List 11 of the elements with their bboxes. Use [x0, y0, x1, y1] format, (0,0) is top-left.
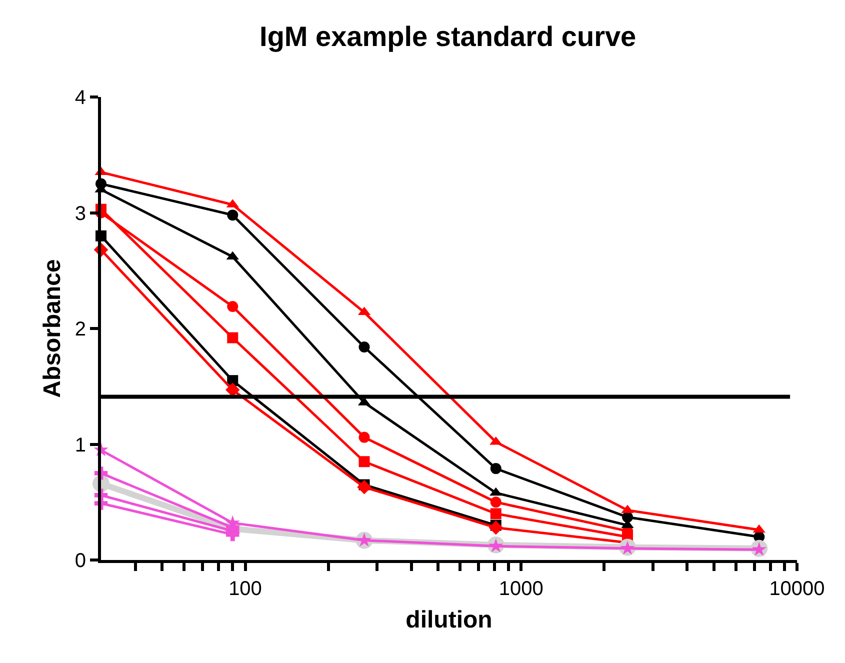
x-tick-label: 10000: [769, 578, 825, 600]
y-axis-title: Absorbance: [38, 259, 66, 398]
chart-title: IgM example standard curve: [260, 21, 636, 52]
x-tick-label: 100: [228, 578, 262, 600]
x-tick-label: 1000: [498, 578, 544, 600]
y-tick-label: 4: [74, 87, 86, 109]
y-tick-label: 2: [74, 318, 86, 340]
y-tick-label: 0: [74, 550, 86, 572]
y-tick-label: 3: [74, 202, 86, 225]
x-axis-title: dilution: [406, 606, 492, 634]
y-tick-label: 1: [74, 434, 86, 456]
